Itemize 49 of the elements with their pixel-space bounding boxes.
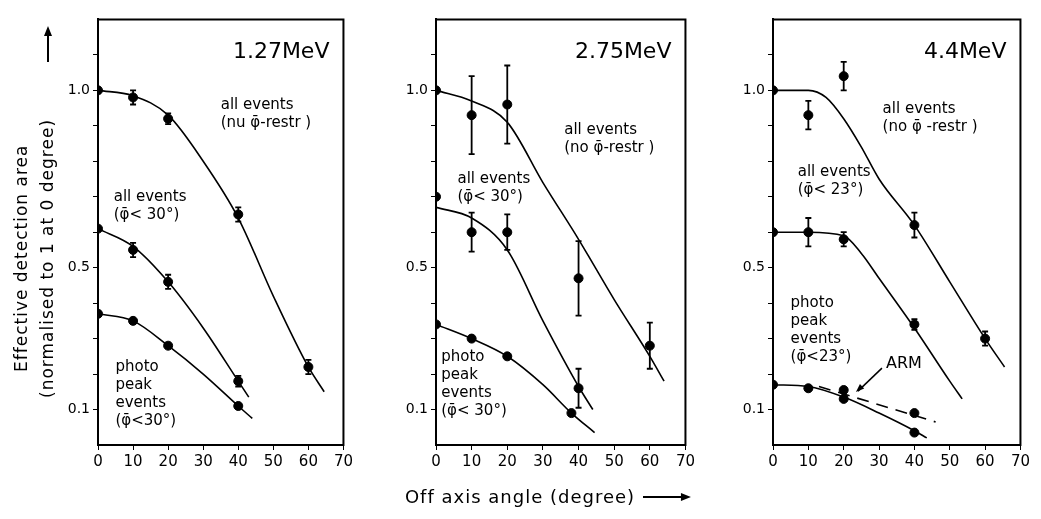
y-tick-label: 0.5: [67, 258, 90, 275]
x-tick-label: 30: [193, 451, 213, 470]
annotation: photo peak events (φ̄<30°): [115, 357, 177, 430]
x-tick-label: 70: [333, 451, 353, 470]
annotation: all events (φ̄< 30°): [457, 169, 531, 206]
y-tick-label: 0.1: [742, 400, 765, 417]
x-tick-label: 60: [298, 451, 318, 470]
text: 1.27MeV: [232, 38, 330, 64]
annotation: all events (no φ̄ -restr ): [882, 98, 978, 135]
y-tick-label: 1.0: [405, 80, 428, 97]
x-tick-label: 0: [93, 451, 103, 470]
x-tick-label: 60: [640, 451, 660, 470]
x-tick-label: 0: [431, 451, 441, 470]
x-tick-label: 30: [533, 451, 553, 470]
x-tick-label: 60: [975, 451, 995, 470]
text: ARM: [885, 353, 922, 373]
x-tick-label: 40: [904, 451, 924, 470]
annotation: all events (φ̄< 23°): [797, 162, 871, 199]
x-tick-label: 50: [604, 451, 624, 470]
annotation: all events (no φ̄-restr ): [564, 119, 655, 156]
y-tick-label: 0.5: [742, 258, 765, 275]
x-tick-label: 10: [798, 451, 818, 470]
text: 4.4MeV: [923, 38, 1007, 64]
text: 2.75MeV: [574, 38, 672, 64]
x-tick-label: 20: [158, 451, 178, 470]
annotation: photo peak events (φ̄< 30°): [441, 346, 507, 419]
x-tick-label: 10: [123, 451, 143, 470]
y-tick-label: 0.1: [67, 400, 90, 417]
x-tick-label: 40: [228, 451, 248, 470]
y-tick-label: 1.0: [67, 80, 90, 97]
y-axis-title: Effective detection area (normalised to 1 at 0 degree): [10, 117, 58, 400]
annotation: photo peak events (φ̄<23°): [790, 293, 852, 366]
x-tick-label: 50: [940, 451, 960, 470]
x-tick-label: 30: [869, 451, 889, 470]
x-tick-label: 20: [834, 451, 854, 470]
x-tick-label: 20: [497, 451, 517, 470]
point: [909, 408, 920, 419]
annotation: all events (φ̄< 30°): [113, 187, 187, 224]
x-tick-label: 0: [768, 451, 778, 470]
x-tick-label: 70: [1010, 451, 1030, 470]
y-tick-label: 1.0: [742, 80, 765, 97]
x-tick-label: 70: [675, 451, 695, 470]
y-tick-label: 0.1: [405, 400, 428, 417]
annotation: all events (nu φ̄-restr ): [220, 94, 312, 131]
y-tick-label: 0.5: [405, 258, 428, 275]
x-tick-label: 10: [462, 451, 482, 470]
x-axis-title: Off axis angle (degree): [404, 486, 636, 507]
x-tick-label: 50: [263, 451, 283, 470]
x-tick-label: 40: [569, 451, 589, 470]
